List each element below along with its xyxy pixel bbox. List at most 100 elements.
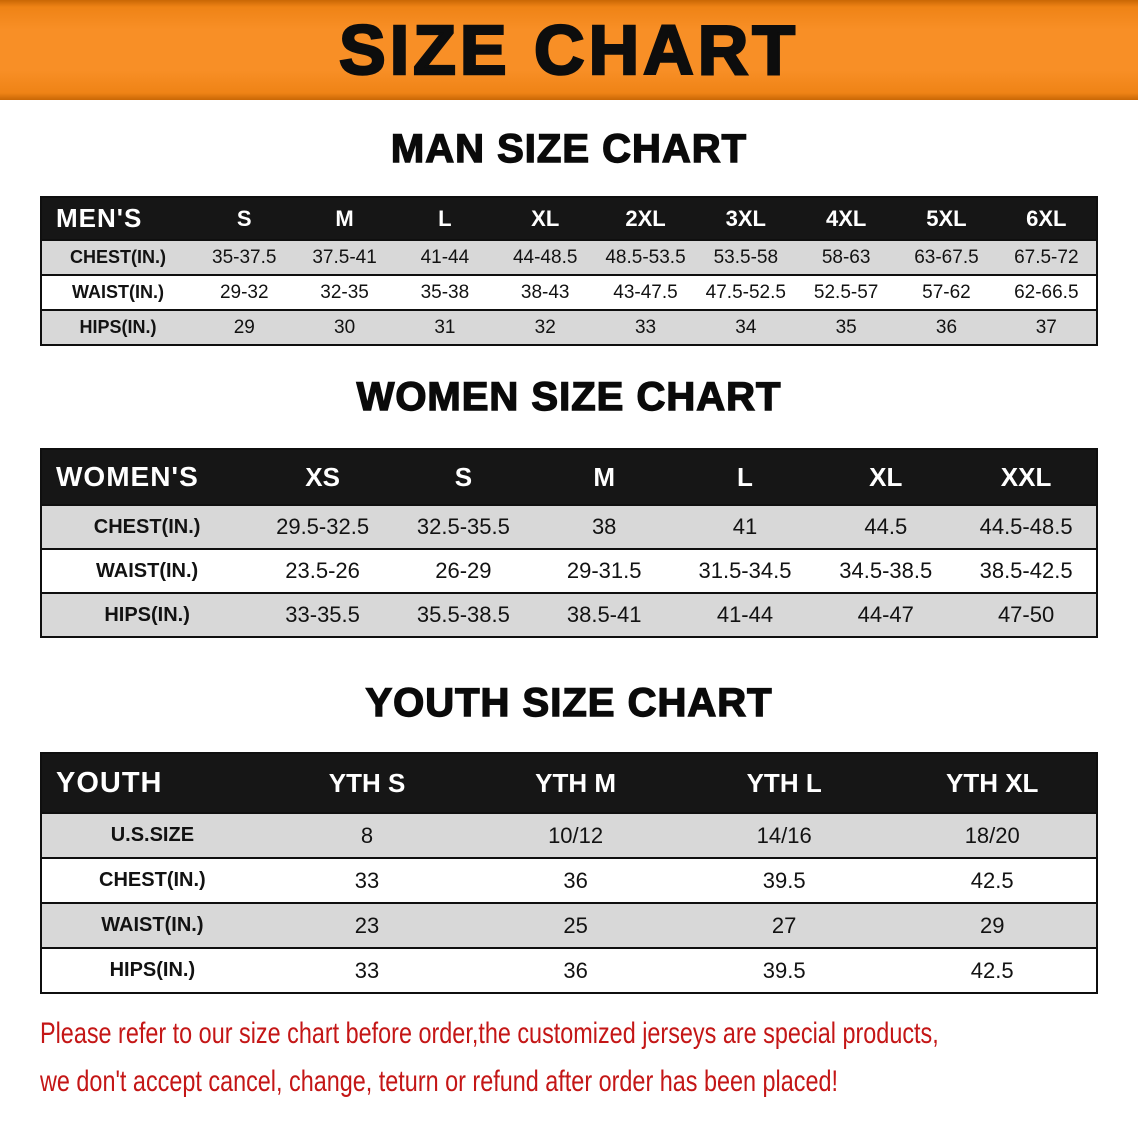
disclaimer-note: Please refer to our size chart before or… [40, 1010, 1138, 1106]
size-value-cell: 32 [534, 316, 556, 338]
size-value-cell: 29 [979, 912, 1005, 938]
youth-chart-title: YOUTH SIZE CHART [365, 680, 773, 725]
size-column-header: XS [252, 449, 393, 505]
size-chart-banner: SIZE CHART [0, 0, 1138, 100]
size-value-cell: 27 [771, 912, 797, 938]
youth-size-table: YOUTH YTH S YTH M YTH L YTH XL U.S.SIZE 8 10/12… [40, 752, 1098, 994]
table-row: HIPS(IN.) 33 36 39.5 42.5 [41, 948, 1097, 993]
table-header-row: YOUTH YTH S YTH M YTH L YTH XL [41, 753, 1097, 813]
table-header-row: MEN'S S M L XL 2XL 3XL 4XL 5XL 6XL [41, 197, 1097, 240]
size-column-header: L [394, 197, 496, 240]
size-column-header: XXL [956, 449, 1097, 505]
size-value-cell: 38.5-42.5 [979, 558, 1073, 583]
size-value-cell: 38-43 [520, 281, 570, 303]
size-value-cell: 41-44 [420, 246, 470, 268]
size-column-header: YTH M [471, 753, 680, 813]
size-value-cell: 36 [563, 867, 588, 893]
size-value-cell: 36 [935, 316, 958, 338]
table-row: CHEST(IN.) 29.5-32.5 32.5-35.5 38 41 44.5 44.5… [41, 505, 1097, 549]
row-label: U.S.SIZE [110, 824, 195, 846]
size-column-header: XL [495, 197, 596, 240]
size-value-cell: 31 [434, 316, 456, 338]
table-row: HIPS(IN.) 33-35.5 35.5-38.5 38.5-41 41-44 44-… [41, 593, 1097, 637]
size-value-cell: 29.5-32.5 [276, 514, 370, 539]
women-section: WOMEN SIZE CHART WOMEN'S XS S M L XL XXL CHEST(… [0, 374, 1138, 638]
women-chart-title: WOMEN SIZE CHART [356, 374, 782, 419]
size-value-cell: 18/20 [964, 822, 1020, 848]
size-value-cell: 33 [354, 867, 380, 893]
table-corner-label: MEN'S [41, 197, 195, 240]
size-column-header: YTH XL [888, 753, 1097, 813]
size-value-cell: 35-37.5 [212, 246, 277, 268]
size-value-cell: 67.5-72 [1014, 246, 1079, 268]
row-label: HIPS(IN.) [104, 603, 190, 626]
size-value-cell: 47.5-52.5 [705, 281, 786, 303]
size-column-header: YTH S [262, 753, 472, 813]
size-value-cell: 23 [354, 912, 380, 938]
size-value-cell: 39.5 [762, 957, 806, 983]
table-row: CHEST(IN.) 33 36 39.5 42.5 [41, 858, 1097, 903]
size-value-cell: 58-63 [821, 246, 871, 268]
men-section: MAN SIZE CHART MEN'S S M L XL 2XL 3XL 4XL 5XL 6XL… [0, 126, 1138, 346]
row-label: HIPS(IN.) [109, 959, 196, 981]
size-column-header: 2XL [595, 197, 696, 240]
row-label: CHEST(IN.) [70, 247, 167, 267]
size-value-cell: 47-50 [997, 602, 1055, 627]
size-value-cell: 39.5 [762, 867, 806, 893]
size-value-cell: 42.5 [970, 957, 1014, 983]
size-column-header: YTH L [679, 753, 889, 813]
size-value-cell: 34 [735, 316, 757, 338]
size-value-cell: 38 [591, 514, 617, 539]
size-column-header: S [194, 197, 295, 240]
size-value-cell: 52.5-57 [813, 281, 879, 303]
size-value-cell: 41-44 [716, 602, 774, 627]
size-value-cell: 42.5 [970, 867, 1014, 893]
size-value-cell: 32.5-35.5 [416, 514, 510, 539]
table-corner-label: YOUTH [41, 753, 263, 813]
size-value-cell: 31.5-34.5 [698, 558, 792, 583]
size-value-cell: 53.5-58 [713, 246, 779, 268]
size-value-cell: 10/12 [548, 822, 604, 848]
size-value-cell: 35 [835, 316, 857, 338]
size-value-cell: 37.5-41 [312, 246, 377, 268]
size-column-header: L [674, 449, 816, 505]
table-row: CHEST(IN.) 35-37.5 37.5-41 41-44 44-48.5 48.5… [41, 240, 1097, 275]
page-title: SIZE CHART [338, 11, 799, 89]
size-value-cell: 36 [563, 957, 588, 983]
table-row: HIPS(IN.) 29 30 31 32 33 34 35 36 37 [41, 310, 1097, 345]
size-column-header: XL [815, 449, 957, 505]
size-value-cell: 44.5 [864, 514, 908, 539]
table-row: U.S.SIZE 8 10/12 14/16 18/20 [41, 813, 1097, 858]
size-value-cell: 25 [563, 912, 588, 938]
size-value-cell: 14/16 [756, 822, 812, 848]
size-value-cell: 38.5-41 [566, 602, 642, 627]
size-value-cell: 37 [1035, 316, 1057, 338]
row-label: CHEST(IN.) [93, 515, 201, 538]
size-value-cell: 44-48.5 [512, 246, 578, 268]
size-value-cell: 44.5-48.5 [979, 514, 1073, 539]
size-value-cell: 29-32 [219, 281, 269, 303]
row-label: WAIST(IN.) [95, 559, 199, 582]
size-value-cell: 29 [233, 316, 255, 338]
size-value-cell: 33-35.5 [285, 602, 360, 627]
size-value-cell: 43-47.5 [613, 281, 678, 303]
size-column-header: 3XL [695, 197, 796, 240]
size-value-cell: 30 [334, 316, 356, 338]
women-size-table: WOMEN'S XS S M L XL XXL CHEST(IN.) 29.5-32.5 32.5… [40, 448, 1098, 638]
size-column-header: 4XL [795, 197, 897, 240]
size-column-header: S [392, 449, 534, 505]
disclaimer-line-1: Please refer to our size chart before or… [40, 1017, 939, 1050]
size-value-cell: 26-29 [435, 558, 492, 583]
row-label: WAIST(IN.) [101, 914, 204, 936]
size-value-cell: 29-31.5 [566, 558, 642, 583]
size-value-cell: 23.5-26 [285, 558, 360, 583]
size-value-cell: 63-67.5 [914, 246, 979, 268]
size-column-header: 6XL [996, 197, 1097, 240]
table-row: WAIST(IN.) 23 25 27 29 [41, 903, 1097, 948]
table-header-row: WOMEN'S XS S M L XL XXL [41, 449, 1097, 505]
size-value-cell: 57-62 [922, 281, 971, 303]
size-value-cell: 41 [732, 514, 758, 539]
size-column-header: M [533, 449, 675, 505]
size-value-cell: 33 [354, 957, 380, 983]
youth-section: YOUTH SIZE CHART YOUTH YTH S YTH M YTH L YTH… [0, 680, 1138, 994]
